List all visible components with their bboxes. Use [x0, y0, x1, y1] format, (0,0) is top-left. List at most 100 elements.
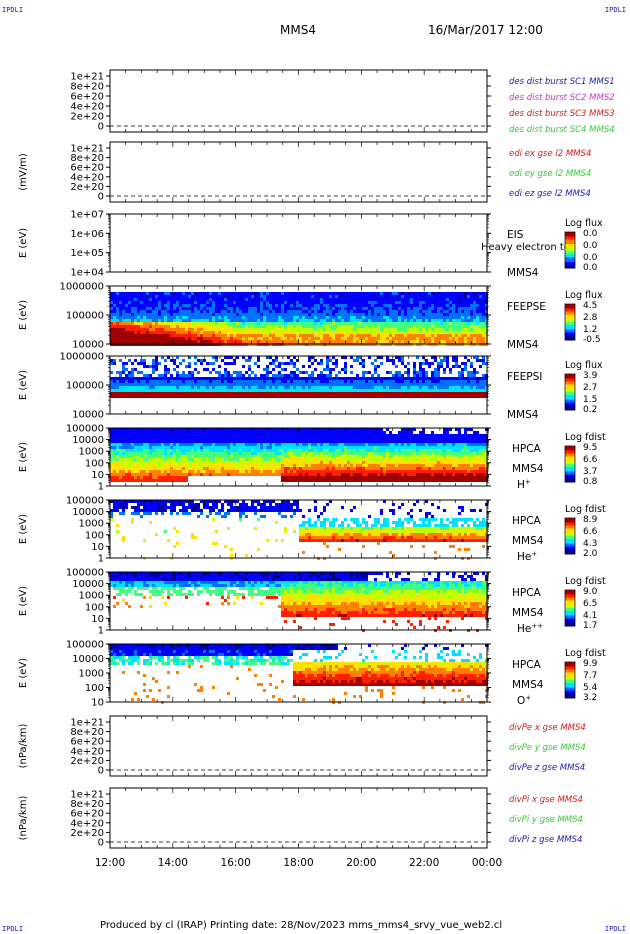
heatmap-cell: [380, 322, 383, 325]
heatmap-cell: [116, 458, 119, 461]
heatmap-cell: [194, 461, 197, 464]
heatmap-cell: [347, 319, 350, 322]
heatmap-cell: [173, 383, 176, 386]
heatmap-cell: [326, 313, 329, 316]
heatmap-cell: [212, 473, 215, 476]
heatmap-cell: [302, 316, 305, 319]
heatmap-cell: [257, 328, 260, 331]
heatmap-cell: [212, 368, 215, 371]
heatmap-cell: [152, 304, 155, 307]
heatmap-cell: [347, 307, 350, 310]
heatmap-cell: [308, 340, 311, 343]
heatmap-cell: [194, 434, 197, 437]
heatmap-cell: [155, 356, 158, 359]
heatmap-cell: [479, 301, 482, 304]
heatmap-cell: [143, 464, 146, 467]
heatmap-cell: [305, 307, 308, 310]
heatmap-cell: [371, 374, 374, 377]
heatmap-cell: [287, 331, 290, 334]
heatmap-cell: [215, 455, 218, 458]
heatmap-cell: [275, 331, 278, 334]
heatmap-cell: [224, 395, 227, 398]
heatmap-cell: [440, 340, 443, 343]
heatmap-cell: [383, 325, 386, 328]
heatmap-cell: [113, 362, 116, 365]
heatmap-cell: [305, 383, 308, 386]
heatmap-cell: [245, 340, 248, 343]
heatmap-cell: [476, 383, 479, 386]
heatmap-cell: [272, 368, 275, 371]
heatmap-cell: [368, 389, 371, 392]
heatmap-cell: [344, 331, 347, 334]
heatmap-cell: [143, 440, 146, 443]
colorbar-segment: [565, 392, 575, 394]
heatmap-cell: [449, 328, 452, 331]
heatmap-cell: [257, 428, 260, 431]
heatmap-cell: [209, 334, 212, 337]
heatmap-cell: [218, 295, 221, 298]
heatmap-cell: [128, 389, 131, 392]
heatmap-cell: [242, 325, 245, 328]
heatmap-cell: [140, 392, 143, 395]
y-tick-label: 1000000: [59, 282, 104, 293]
heatmap-cell: [431, 356, 434, 359]
heatmap-cell: [311, 386, 314, 389]
heatmap-cell: [311, 301, 314, 304]
heatmap-cell: [122, 307, 125, 310]
heatmap-cell: [236, 307, 239, 310]
heatmap-cell: [257, 389, 260, 392]
heatmap-cell: [353, 322, 356, 325]
heatmap-cell: [419, 395, 422, 398]
heatmap-cell: [371, 362, 374, 365]
colorbar-segment: [565, 325, 575, 327]
heatmap-cell: [431, 374, 434, 377]
heatmap-cell: [326, 374, 329, 377]
heatmap-cell: [173, 428, 176, 431]
heatmap-cell: [440, 386, 443, 389]
heatmap-cell: [476, 389, 479, 392]
y-tick-label: 8e+20: [70, 153, 104, 164]
heatmap-cell: [317, 340, 320, 343]
heatmap-cell: [458, 313, 461, 316]
heatmap-cell: [275, 298, 278, 301]
heatmap-cell: [272, 328, 275, 331]
heatmap-cell: [353, 331, 356, 334]
heatmap-cell: [254, 452, 257, 455]
heatmap-cell: [164, 392, 167, 395]
heatmap-cell: [251, 431, 254, 434]
heatmap-cell: [263, 386, 266, 389]
heatmap-cell: [341, 383, 344, 386]
heatmap-cell: [377, 389, 380, 392]
heatmap-cell: [386, 334, 389, 337]
heatmap-cell: [203, 301, 206, 304]
heatmap-cell: [455, 319, 458, 322]
heatmap-cell: [173, 455, 176, 458]
heatmap-cell: [116, 452, 119, 455]
heatmap-cell: [212, 455, 215, 458]
heatmap-cell: [263, 377, 266, 380]
heatmap-cell: [404, 301, 407, 304]
heatmap-cell: [179, 428, 182, 431]
heatmap-cell: [260, 374, 263, 377]
heatmap-cell: [296, 313, 299, 316]
heatmap-cell: [137, 319, 140, 322]
heatmap-cell: [224, 337, 227, 340]
heatmap-cell: [440, 395, 443, 398]
y-tick-label: 1e+06: [70, 229, 104, 240]
heatmap-cell: [320, 395, 323, 398]
heatmap-cell: [179, 392, 182, 395]
heatmap-cell: [380, 389, 383, 392]
heatmap-cell: [119, 431, 122, 434]
heatmap-cell: [179, 380, 182, 383]
heatmap-cell: [389, 325, 392, 328]
heatmap-cell: [284, 368, 287, 371]
heatmap-cell: [266, 389, 269, 392]
heatmap-cell: [359, 392, 362, 395]
heatmap-cell: [356, 359, 359, 362]
heatmap-cell: [119, 292, 122, 295]
heatmap-cell: [296, 304, 299, 307]
heatmap-cell: [335, 383, 338, 386]
heatmap-cell: [188, 331, 191, 334]
heatmap-cell: [188, 365, 191, 368]
heatmap-cell: [206, 325, 209, 328]
